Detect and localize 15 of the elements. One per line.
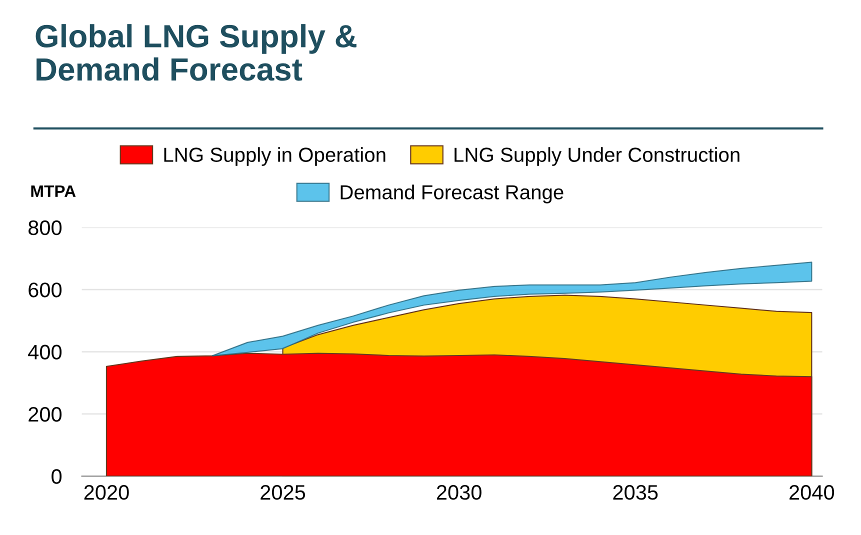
y-tick-label: 0 xyxy=(52,469,62,484)
legend-label: LNG Supply Under Construction xyxy=(454,147,740,166)
x-tick-label: 2040 xyxy=(790,485,834,500)
y-tick-label: 600 xyxy=(28,282,62,298)
legend-label: LNG Supply in Operation xyxy=(164,147,386,166)
y-tick-label: 400 xyxy=(28,344,62,360)
x-tick-label: 2030 xyxy=(436,485,482,500)
x-tick-label: 2025 xyxy=(260,485,306,500)
legend-label: Demand Forecast Range xyxy=(340,184,564,204)
y-tick-label: 800 xyxy=(28,220,62,236)
y-tick-label: 200 xyxy=(28,406,62,422)
chart-title: Global LNG Supply & Demand Forecast xyxy=(36,24,356,81)
y-axis-title: MTPA xyxy=(31,185,76,197)
x-tick-label: 2020 xyxy=(84,485,129,500)
x-tick-label: 2035 xyxy=(613,485,658,500)
